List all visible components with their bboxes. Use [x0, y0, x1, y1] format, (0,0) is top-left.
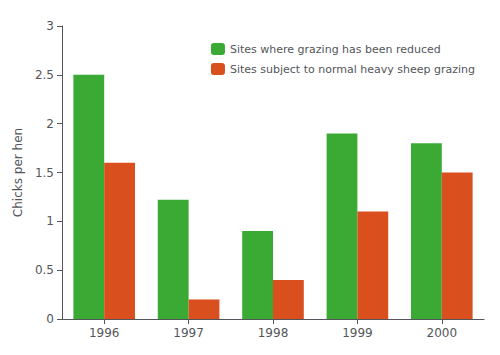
svg-text:Chicks per hen: Chicks per hen — [11, 128, 25, 217]
svg-text:Sites where grazing has been r: Sites where grazing has been reduced — [230, 43, 441, 56]
svg-text:Sites subject to normal heavy: Sites subject to normal heavy sheep graz… — [230, 63, 475, 76]
svg-text:0: 0 — [46, 312, 54, 326]
svg-text:1996: 1996 — [89, 326, 120, 340]
svg-text:1: 1 — [46, 214, 54, 228]
svg-text:2000: 2000 — [427, 326, 458, 340]
svg-text:2.5: 2.5 — [35, 68, 54, 82]
svg-text:2: 2 — [46, 117, 54, 131]
svg-text:3: 3 — [46, 19, 54, 33]
svg-text:1999: 1999 — [342, 326, 373, 340]
svg-text:0.5: 0.5 — [35, 263, 54, 277]
svg-text:1998: 1998 — [258, 326, 289, 340]
svg-text:1997: 1997 — [173, 326, 204, 340]
svg-text:1.5: 1.5 — [35, 166, 54, 180]
